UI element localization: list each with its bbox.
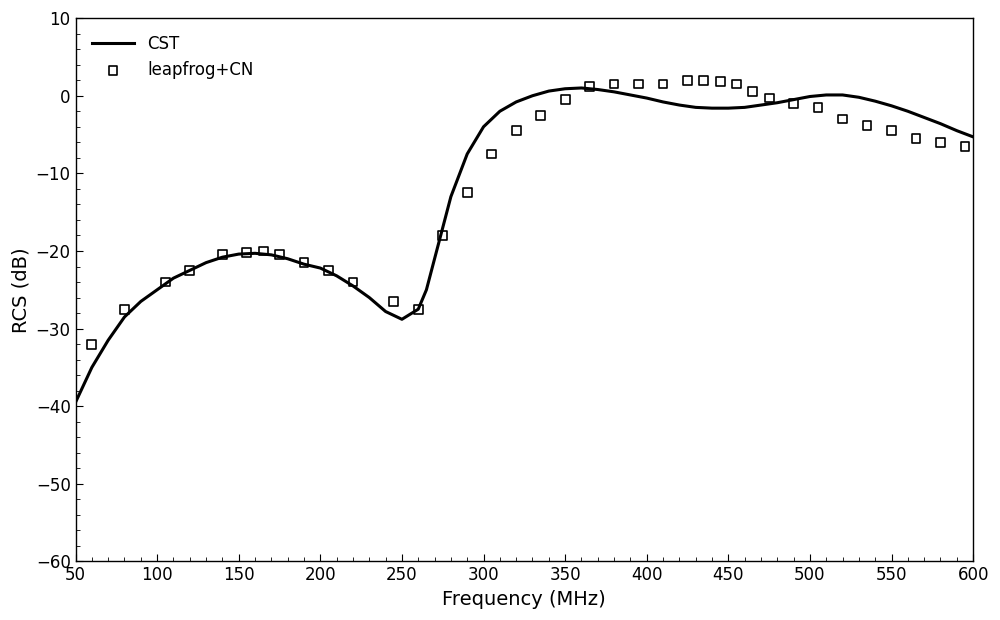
leapfrog+CN <box>116 304 132 314</box>
leapfrog+CN <box>508 126 524 136</box>
CST <box>934 120 946 127</box>
leapfrog+CN <box>533 110 549 120</box>
leapfrog+CN <box>272 250 288 260</box>
leapfrog+CN <box>859 120 875 130</box>
leapfrog+CN <box>157 277 173 287</box>
leapfrog+CN <box>345 277 361 287</box>
CST <box>575 84 587 92</box>
leapfrog+CN <box>84 339 100 349</box>
leapfrog+CN <box>484 149 500 159</box>
Line: CST: CST <box>76 88 973 402</box>
leapfrog+CN <box>680 75 696 85</box>
leapfrog+CN <box>631 79 647 89</box>
leapfrog+CN <box>606 79 622 89</box>
CST <box>673 101 685 108</box>
CST <box>837 91 849 99</box>
leapfrog+CN <box>745 87 761 97</box>
leapfrog+CN <box>835 114 851 124</box>
leapfrog+CN <box>884 126 900 136</box>
leapfrog+CN <box>655 79 671 89</box>
leapfrog+CN <box>696 75 712 85</box>
leapfrog+CN <box>255 246 271 256</box>
leapfrog+CN <box>932 138 948 148</box>
leapfrog+CN <box>296 258 312 268</box>
leapfrog+CN <box>728 79 744 89</box>
CST <box>282 255 294 262</box>
leapfrog+CN <box>761 93 777 103</box>
leapfrog+CN <box>712 77 728 87</box>
leapfrog+CN <box>410 304 426 314</box>
leapfrog+CN <box>435 231 451 241</box>
leapfrog+CN <box>786 99 802 108</box>
leapfrog+CN <box>459 188 475 198</box>
X-axis label: Frequency (MHz): Frequency (MHz) <box>442 590 606 609</box>
leapfrog+CN <box>557 95 573 105</box>
leapfrog+CN <box>810 102 826 112</box>
CST <box>739 104 751 111</box>
leapfrog+CN <box>908 133 924 143</box>
leapfrog+CN <box>957 141 973 151</box>
leapfrog+CN <box>386 296 402 306</box>
leapfrog+CN <box>214 250 230 260</box>
CST <box>70 399 82 406</box>
leapfrog+CN <box>182 265 198 275</box>
CST <box>967 133 979 141</box>
Legend: CST, leapfrog+CN: CST, leapfrog+CN <box>84 27 262 87</box>
leapfrog+CN <box>320 265 336 275</box>
CST <box>298 260 310 268</box>
Y-axis label: RCS (dB): RCS (dB) <box>11 247 30 332</box>
leapfrog+CN <box>582 81 598 91</box>
leapfrog+CN <box>239 247 255 257</box>
